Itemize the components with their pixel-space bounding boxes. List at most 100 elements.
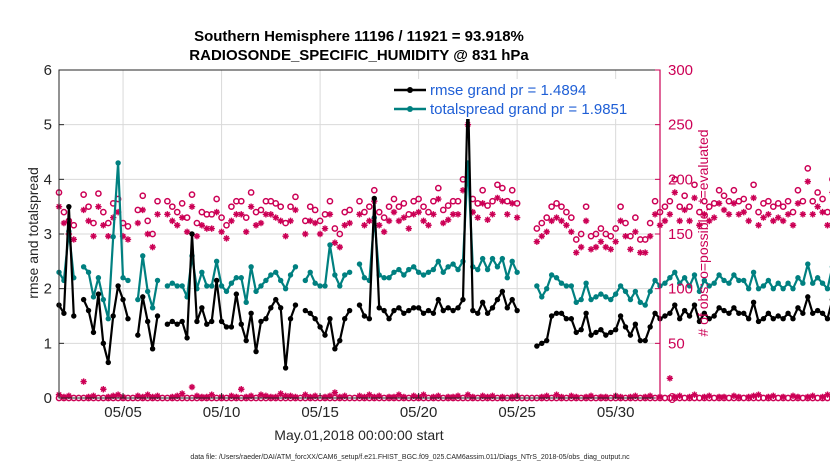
rmse-point [539, 341, 544, 346]
x-tick-label: 05/20 [400, 404, 438, 421]
totalspread-point [652, 278, 657, 283]
totalspread-point [480, 256, 485, 261]
obs-evaluated-marker [366, 218, 372, 224]
rmse-point [327, 316, 332, 321]
rmse-point [165, 322, 170, 327]
rmse-point [578, 327, 583, 332]
totalspread-point [583, 281, 588, 286]
rmse-point [150, 346, 155, 351]
totalspread-point [283, 286, 288, 291]
totalspread-point [391, 270, 396, 275]
rmse-point [500, 289, 505, 294]
totalspread-point [436, 259, 441, 264]
totalspread-point [401, 272, 406, 277]
rmse-point [209, 319, 214, 324]
rmse-point [431, 311, 436, 316]
obs-evaluated-marker [322, 225, 328, 231]
totalspread-point [406, 267, 411, 272]
rmse-point [184, 335, 189, 340]
totalspread-point [490, 256, 495, 261]
rmse-point [386, 316, 391, 321]
rmse-point [776, 313, 781, 318]
rmse-point [677, 316, 682, 321]
obs-evaluated-marker [539, 233, 545, 239]
obs-evaluated-marker [677, 218, 683, 224]
totalspread-point [317, 283, 322, 288]
obs-possible-marker [662, 204, 667, 209]
rmse-point [771, 316, 776, 321]
totalspread-point [219, 283, 224, 288]
totalspread-point [386, 275, 391, 280]
obs-evaluated-marker [337, 244, 343, 250]
obs-evaluated-marker [218, 229, 224, 235]
obs-evaluated-marker [174, 222, 180, 228]
totalspread-point [91, 294, 96, 299]
totalspread-point [411, 264, 416, 269]
rmse-point [751, 300, 756, 305]
obs-evaluated-marker [376, 222, 382, 228]
left-y-tick-label: 2 [44, 281, 52, 298]
obs-evaluated-marker [209, 225, 215, 231]
totalspread-point [426, 270, 431, 275]
totalspread-point [475, 267, 480, 272]
rmse-point [495, 297, 500, 302]
obs-evaluated-marker [755, 222, 761, 228]
obs-evaluated-marker [243, 229, 249, 235]
totalspread-point [815, 275, 820, 280]
obs-evaluated-marker [105, 233, 111, 239]
rmse-point [574, 330, 579, 335]
totalspread-point [96, 275, 101, 280]
totalspread-point [431, 267, 436, 272]
obs-possible-marker [746, 204, 751, 209]
rmse-point [785, 311, 790, 316]
rmse-point [544, 338, 549, 343]
totalspread-point [790, 286, 795, 291]
totalspread-point [662, 281, 667, 286]
totalspread-point [209, 283, 214, 288]
obs-evaluated-marker [726, 211, 732, 217]
obs-evaluated-marker [810, 211, 816, 217]
rmse-point [716, 305, 721, 310]
rmse-point [426, 308, 431, 313]
totalspread-point [322, 283, 327, 288]
totalspread-point [771, 286, 776, 291]
rmse-point [125, 316, 130, 321]
rmse-point [268, 305, 273, 310]
totalspread-point [647, 289, 652, 294]
rmse-point [401, 311, 406, 316]
totalspread-point [155, 278, 160, 283]
x-tick-label: 05/15 [301, 404, 339, 421]
obs-evaluated-marker [268, 211, 274, 217]
rmse-point [643, 338, 648, 343]
rmse-point [357, 302, 362, 307]
totalspread-point [716, 272, 721, 277]
totalspread-point [766, 278, 771, 283]
rmse-point [396, 305, 401, 310]
obs-evaluated-marker [642, 249, 648, 255]
obs-evaluated-marker [790, 222, 796, 228]
rmse-point [308, 311, 313, 316]
totalspread-point [544, 286, 549, 291]
rmse-point [460, 297, 465, 302]
rmse-point [436, 297, 441, 302]
obs-evaluated-marker [548, 218, 554, 224]
obs-evaluated-marker [455, 211, 461, 217]
totalspread-point [145, 289, 150, 294]
totalspread-point [500, 256, 505, 261]
totalspread-point [514, 270, 519, 275]
rmse-point [549, 313, 554, 318]
rmse-point [110, 313, 115, 318]
rmse-point [219, 319, 224, 324]
rmse-point [672, 302, 677, 307]
rmse-point [194, 319, 199, 324]
obs-evaluated-marker [716, 200, 722, 206]
x-tick-label: 05/30 [597, 404, 635, 421]
obs-possible-marker [815, 190, 820, 195]
rmse-point [283, 365, 288, 370]
totalspread-point [613, 291, 618, 296]
totalspread-point [248, 264, 253, 269]
obs-possible-marker [751, 182, 756, 187]
obs-evaluated-marker [489, 211, 495, 217]
obs-possible-marker [721, 193, 726, 198]
obs-evaluated-marker [568, 229, 574, 235]
